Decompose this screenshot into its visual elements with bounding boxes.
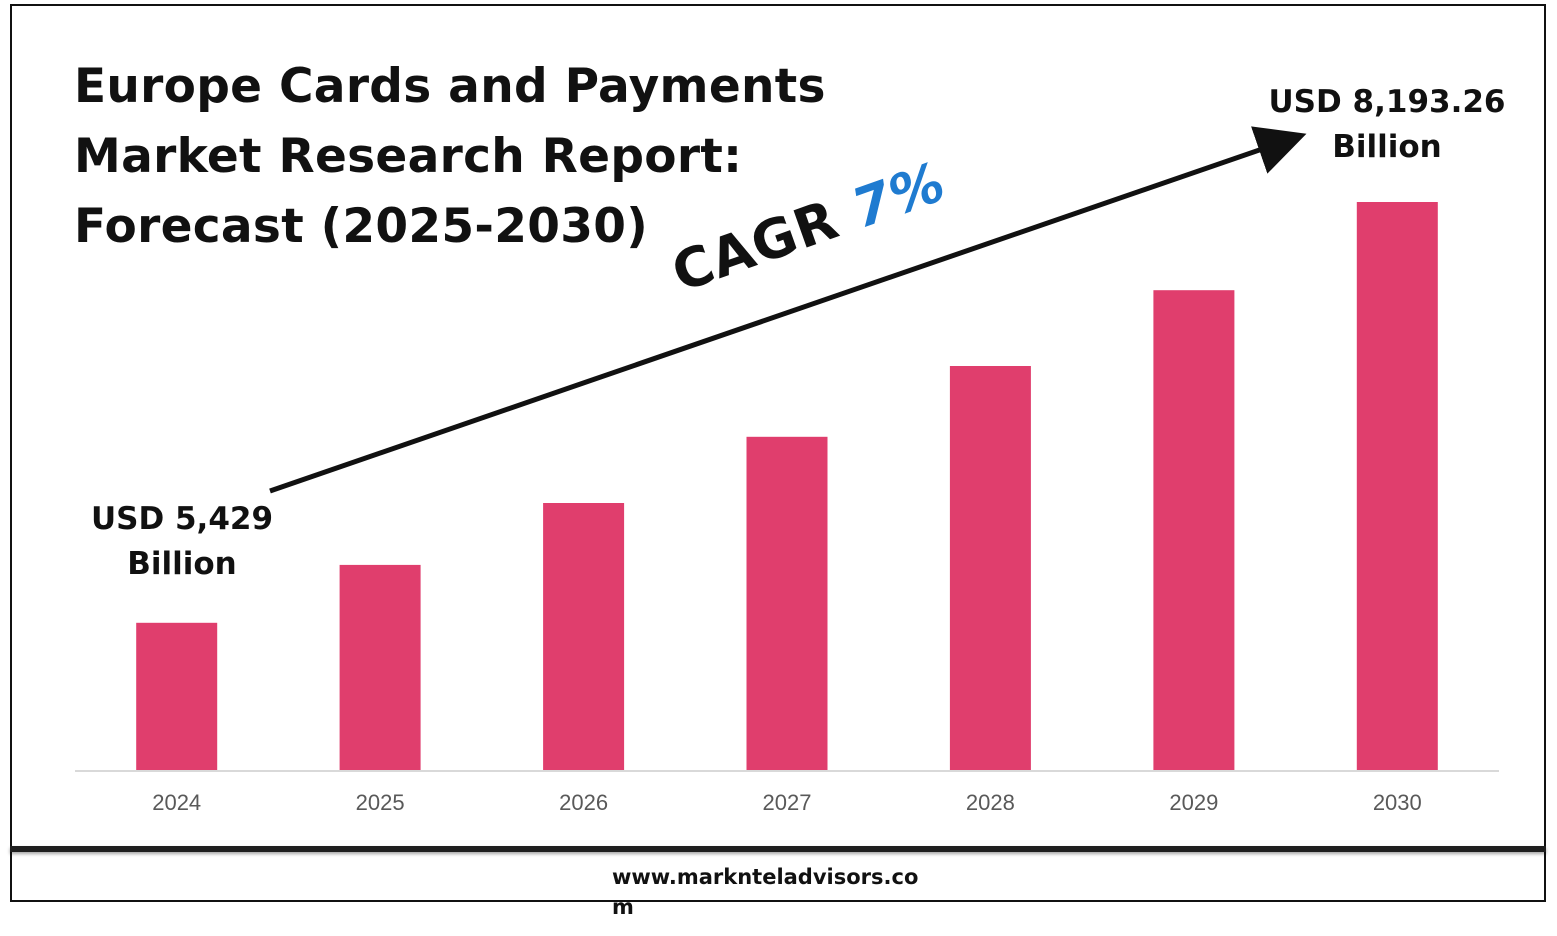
bar-2030 xyxy=(1356,202,1438,770)
bar-2026 xyxy=(543,503,625,770)
bar-2029 xyxy=(1153,290,1235,770)
bar-2027 xyxy=(746,436,828,770)
title-line-3: Forecast (2025-2030) xyxy=(74,199,649,254)
x-tick-label-2026: 2026 xyxy=(559,790,608,815)
x-tick-label-2027: 2027 xyxy=(763,790,812,815)
x-tick-label-2025: 2025 xyxy=(356,790,405,815)
end-value-unit: Billion xyxy=(1332,129,1442,165)
bar-2024 xyxy=(136,622,218,770)
chart-title: Europe Cards and Payments Market Researc… xyxy=(74,52,934,262)
end-value-label: USD 8,193.26 Billion xyxy=(1262,80,1512,170)
bar-series xyxy=(136,202,1438,770)
footer-url[interactable]: www.marknteladvisors.com xyxy=(612,865,919,919)
start-value-label: USD 5,429 Billion xyxy=(80,497,284,587)
x-axis-ticks: 2024 2025 2026 2027 2028 2029 2030 xyxy=(152,790,1422,815)
bar-2028 xyxy=(949,366,1031,770)
start-value-unit: Billion xyxy=(127,546,237,582)
bar-2025 xyxy=(339,564,421,770)
x-tick-label-2030: 2030 xyxy=(1373,790,1422,815)
title-line-2: Market Research Report: xyxy=(74,129,743,184)
x-tick-label-2029: 2029 xyxy=(1169,790,1218,815)
footer-divider xyxy=(10,846,1546,852)
x-tick-label-2028: 2028 xyxy=(966,790,1015,815)
x-tick-label-2024: 2024 xyxy=(152,790,201,815)
start-value-amount: USD 5,429 xyxy=(90,501,274,537)
cagr-trend-arrow xyxy=(269,126,1307,494)
title-line-1: Europe Cards and Payments xyxy=(74,59,826,114)
end-value-amount: USD 8,193.26 xyxy=(1268,84,1506,120)
